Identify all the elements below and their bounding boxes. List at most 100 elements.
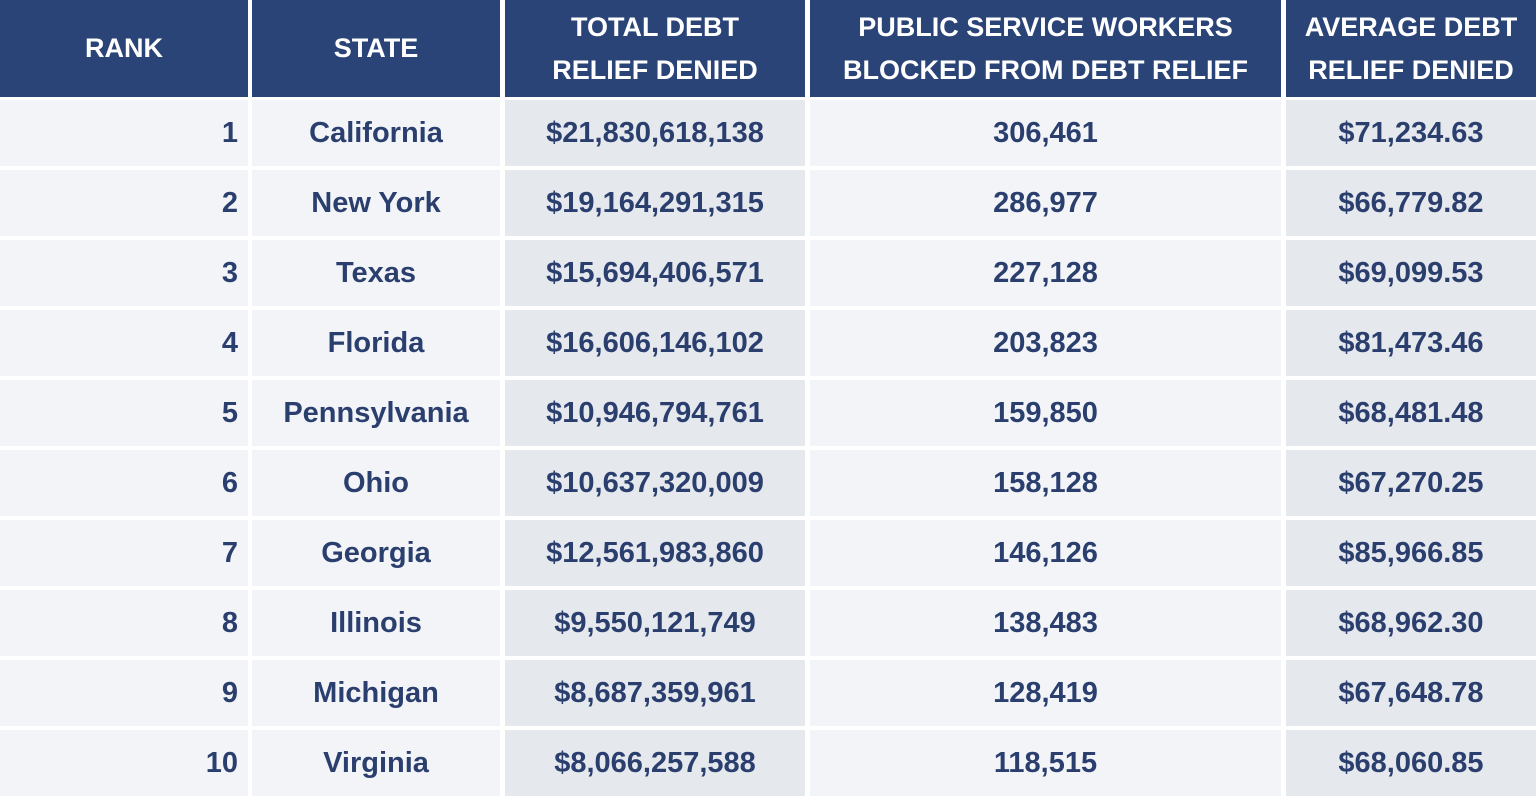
cell-text: 9	[221, 676, 238, 709]
table-cell: $16,606,146,102	[505, 310, 805, 376]
header-text: STATE	[333, 33, 419, 63]
table-cell: $8,687,359,961	[505, 660, 805, 726]
header-cell: RANK	[0, 0, 248, 97]
cell-text: $10,946,794,761	[546, 396, 764, 429]
cell-text: Ohio	[342, 466, 410, 499]
cell-text: Illinois	[330, 606, 422, 639]
table-cell: 1	[0, 100, 248, 166]
table-cell: 4	[0, 310, 248, 376]
table-cell: Michigan	[252, 660, 500, 726]
cell-text: 138,483	[993, 606, 1098, 639]
table-cell: 7	[0, 520, 248, 586]
table-cell: $67,648.78	[1286, 660, 1536, 726]
table-cell: $21,830,618,138	[505, 100, 805, 166]
cell-text: $85,966.85	[1338, 536, 1484, 569]
cell-text: 3	[221, 256, 238, 289]
table-cell: Georgia	[252, 520, 500, 586]
table-cell: $68,962.30	[1286, 590, 1536, 656]
table-cell: $85,966.85	[1286, 520, 1536, 586]
cell-text: 146,126	[993, 536, 1098, 569]
table-cell: 159,850	[810, 380, 1281, 446]
cell-text: Pennsylvania	[283, 396, 469, 429]
cell-text: Texas	[335, 256, 417, 289]
table-cell: $9,550,121,749	[505, 590, 805, 656]
table-cell: 9	[0, 660, 248, 726]
cell-text: 118,515	[993, 746, 1098, 779]
cell-text: $69,099.53	[1338, 256, 1484, 289]
cell-text: 158,128	[993, 466, 1098, 499]
table-cell: Ohio	[252, 450, 500, 516]
cell-text: 6	[221, 466, 238, 499]
table-cell: 6	[0, 450, 248, 516]
header-text: BLOCKED FROM DEBT RELIEF	[843, 54, 1248, 85]
table-cell: 227,128	[810, 240, 1281, 306]
table-cell: 8	[0, 590, 248, 656]
cell-text: $19,164,291,315	[546, 186, 764, 219]
table-cell: 128,419	[810, 660, 1281, 726]
cell-text: 2	[221, 186, 238, 219]
header-text: PUBLIC SERVICE WORKERS	[858, 11, 1233, 42]
table-cell: Virginia	[252, 730, 500, 796]
header-cell: TOTAL DEBT RELIEF DENIED	[505, 0, 805, 97]
cell-text: 7	[221, 536, 238, 569]
table-cell: $12,561,983,860	[505, 520, 805, 586]
table-cell: $8,066,257,588	[505, 730, 805, 796]
cell-text: $8,687,359,961	[554, 676, 756, 709]
cell-text: New York	[311, 186, 441, 219]
table-cell: $69,099.53	[1286, 240, 1536, 306]
table-cell: Illinois	[252, 590, 500, 656]
table-cell: 146,126	[810, 520, 1281, 586]
table-cell: 286,977	[810, 170, 1281, 236]
table-cell: $68,481.48	[1286, 380, 1536, 446]
cell-text: 286,977	[993, 186, 1098, 219]
header-text: RELIEF DENIED	[1308, 54, 1514, 85]
table-cell: $71,234.63	[1286, 100, 1536, 166]
cell-text: $16,606,146,102	[546, 326, 764, 359]
table-cell: $19,164,291,315	[505, 170, 805, 236]
table-cell: 158,128	[810, 450, 1281, 516]
cell-text: $71,234.63	[1338, 116, 1484, 149]
header-text: RELIEF DENIED	[552, 54, 758, 85]
cell-text: $21,830,618,138	[546, 116, 764, 149]
cell-text: 159,850	[993, 396, 1098, 429]
cell-text: $8,066,257,588	[554, 746, 756, 779]
cell-text: 203,823	[993, 326, 1098, 359]
table-cell: $10,637,320,009	[505, 450, 805, 516]
table-cell: $81,473.46	[1286, 310, 1536, 376]
table-cell: California	[252, 100, 500, 166]
cell-text: $9,550,121,749	[554, 606, 756, 639]
cell-text: 5	[221, 396, 238, 429]
cell-text: $66,779.82	[1338, 186, 1484, 219]
header-cell: PUBLIC SERVICE WORKERS BLOCKED FROM DEBT …	[810, 0, 1281, 97]
table-cell: Texas	[252, 240, 500, 306]
cell-text: $67,648.78	[1338, 676, 1484, 709]
cell-text: $68,962.30	[1338, 606, 1484, 639]
table-cell: $67,270.25	[1286, 450, 1536, 516]
table-cell: 2	[0, 170, 248, 236]
table-cell: 306,461	[810, 100, 1281, 166]
cell-text: $68,060.85	[1338, 746, 1484, 779]
cell-text: $15,694,406,571	[546, 256, 764, 289]
cell-text: $10,637,320,009	[546, 466, 764, 499]
table-cell: $15,694,406,571	[505, 240, 805, 306]
cell-text: $67,270.25	[1338, 466, 1484, 499]
header-cell: AVERAGE DEBT RELIEF DENIED	[1286, 0, 1536, 97]
cell-text: 1	[221, 116, 238, 149]
table-cell: $10,946,794,761	[505, 380, 805, 446]
table-cell: 10	[0, 730, 248, 796]
cell-text: California	[309, 116, 443, 149]
table-cell: Pennsylvania	[252, 380, 500, 446]
cell-text: 128,419	[993, 676, 1098, 709]
table-cell: 3	[0, 240, 248, 306]
cell-text: $81,473.46	[1338, 326, 1484, 359]
cell-text: $12,561,983,860	[546, 536, 764, 569]
cell-text: Michigan	[313, 676, 439, 709]
table-cell: 203,823	[810, 310, 1281, 376]
cell-text: 8	[221, 606, 238, 639]
table-cell: $66,779.82	[1286, 170, 1536, 236]
table-cell: 138,483	[810, 590, 1281, 656]
cell-text: 10	[205, 746, 238, 779]
header-cell: STATE	[252, 0, 500, 97]
table-cell: $68,060.85	[1286, 730, 1536, 796]
